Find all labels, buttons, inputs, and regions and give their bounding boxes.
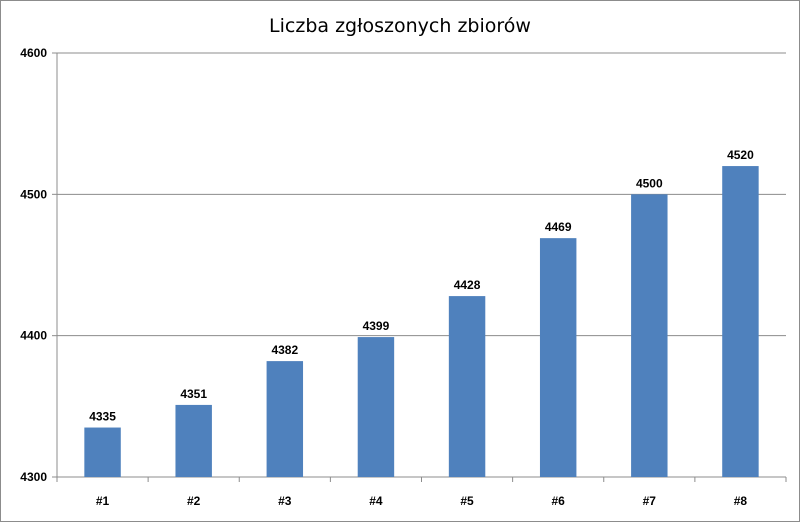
data-label: 4520 [727, 148, 754, 162]
bar [631, 194, 668, 478]
bar [175, 404, 212, 477]
bar [722, 166, 759, 478]
data-label: 4335 [89, 410, 116, 424]
data-label: 4500 [636, 176, 663, 190]
bar [357, 337, 395, 477]
data-label: 4382 [271, 343, 298, 357]
data-label: 4351 [180, 387, 207, 401]
x-tick-label: #3 [278, 494, 292, 508]
bar [448, 296, 486, 477]
data-label: 4469 [545, 220, 572, 234]
bar [266, 361, 304, 477]
x-tick-label: #1 [96, 494, 110, 508]
data-label: 4399 [363, 319, 390, 333]
x-tick-label: #4 [369, 494, 383, 508]
bar [539, 238, 577, 477]
bar [84, 427, 121, 477]
x-tick-label: #5 [460, 494, 474, 508]
y-tick-label: 4300 [20, 470, 47, 484]
x-tick-label: #8 [734, 494, 748, 508]
y-tick-label: 4400 [20, 329, 47, 343]
y-tick-label: 4600 [20, 46, 47, 60]
x-tick-label: #7 [643, 494, 657, 508]
chart-title: Liczba zgłoszonych zbiorów [269, 15, 531, 37]
x-tick-label: #6 [552, 494, 566, 508]
y-tick-label: 4500 [20, 187, 47, 201]
data-label: 4428 [454, 278, 481, 292]
x-tick-label: #2 [187, 494, 201, 508]
